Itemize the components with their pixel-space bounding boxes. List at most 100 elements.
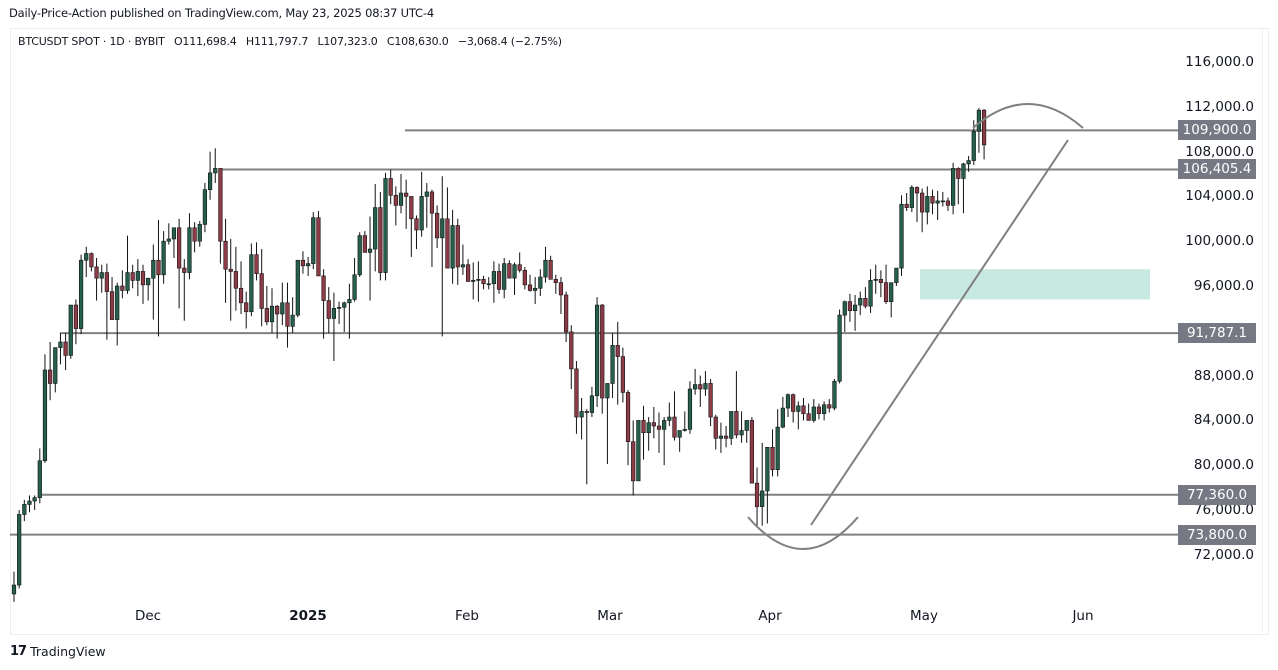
bearish-candle <box>548 259 553 280</box>
bullish-candle <box>58 341 63 348</box>
bullish-candle <box>873 278 878 281</box>
bearish-candle <box>130 272 135 281</box>
bullish-candle <box>687 388 693 430</box>
bearish-candle <box>656 425 662 430</box>
bearish-candle <box>708 383 713 418</box>
bearish-candle <box>140 271 146 286</box>
time-tick-label: Feb <box>455 608 479 624</box>
bullish-candle <box>197 224 202 242</box>
price-tick-label: 100,000.0 <box>1185 233 1254 250</box>
bullish-candle <box>739 430 744 436</box>
bullish-candle <box>646 422 651 434</box>
bullish-candle <box>780 407 785 428</box>
price-tick-label: 72,000.0 <box>1193 546 1254 563</box>
bullish-candle <box>84 253 89 261</box>
bullish-candle <box>383 178 388 273</box>
bearish-candle <box>264 308 269 323</box>
bullish-candle <box>306 263 311 267</box>
demand-zone-rect <box>920 269 1150 300</box>
bearish-candle <box>734 411 739 436</box>
bearish-candle <box>558 282 564 296</box>
symbol-label[interactable]: BTCUSDT SPOT · 1D · BYBIT <box>18 35 165 48</box>
bullish-candle <box>151 259 156 279</box>
bullish-candle <box>785 394 791 409</box>
bullish-candle <box>22 504 27 515</box>
bullish-candle <box>476 278 481 281</box>
open-value: O111,698.4 <box>173 35 237 48</box>
bearish-candle <box>435 212 440 239</box>
bearish-candle <box>641 420 646 434</box>
bullish-candle <box>357 235 362 276</box>
bearish-candle <box>218 168 223 242</box>
bearish-candle <box>945 200 951 206</box>
price-tick-label: 104,000.0 <box>1185 188 1254 205</box>
level-price-badge: 91,787.1 <box>1178 323 1256 344</box>
bullish-candle <box>367 248 373 253</box>
bearish-candle <box>920 192 925 213</box>
bullish-candle <box>213 168 218 174</box>
bearish-candle <box>455 225 460 268</box>
bearish-candle <box>378 207 383 273</box>
high-value: H111,797.7 <box>245 35 309 48</box>
tradingview-branding[interactable]: 17 TradingView <box>10 644 106 659</box>
bullish-candle <box>894 267 899 283</box>
bearish-candle <box>522 270 527 286</box>
bullish-candle <box>440 218 445 239</box>
bearish-candle <box>388 178 393 196</box>
level-price-badge: 109,900.0 <box>1178 120 1256 141</box>
bearish-candle <box>326 300 331 319</box>
bearish-candle <box>285 302 290 327</box>
price-tick-label: 80,000.0 <box>1193 457 1254 474</box>
bullish-candle <box>744 420 749 431</box>
bearish-candle <box>816 406 822 414</box>
bearish-candle <box>770 446 775 470</box>
bullish-candle <box>868 280 873 307</box>
bearish-candle <box>109 291 115 320</box>
price-tick-label: 112,000.0 <box>1185 98 1254 115</box>
bearish-candle <box>698 384 703 390</box>
bearish-candle <box>429 191 435 214</box>
bullish-candle <box>765 446 770 492</box>
bearish-candle <box>878 278 883 283</box>
bullish-candle <box>424 191 429 197</box>
bullish-candle <box>889 282 894 302</box>
bearish-candle <box>73 304 79 329</box>
bullish-candle <box>146 277 151 286</box>
bearish-candle <box>321 275 326 301</box>
time-tick-label: 2025 <box>289 608 327 624</box>
publish-attribution: Daily-Price-Action published on TradingV… <box>9 6 434 20</box>
bullish-candle <box>398 192 404 206</box>
bullish-candle <box>832 380 837 409</box>
bullish-candle <box>115 285 120 320</box>
bullish-candle <box>269 305 275 323</box>
bearish-candle <box>259 273 264 309</box>
bearish-candle <box>192 227 197 242</box>
bearish-candle <box>914 187 920 194</box>
bullish-candle <box>502 263 507 290</box>
change-value: −3,068.4 (−2.75%) <box>457 35 562 48</box>
bullish-candle <box>579 411 584 418</box>
bullish-candle <box>682 429 687 431</box>
bearish-candle <box>564 294 569 333</box>
bearish-candle <box>904 203 909 208</box>
bearish-candle <box>120 285 125 291</box>
bullish-candle <box>37 460 42 498</box>
bearish-candle <box>244 302 249 313</box>
bearish-candle <box>713 416 718 439</box>
bearish-candle <box>481 278 486 285</box>
bearish-candle <box>569 331 574 370</box>
bearish-candle <box>863 298 868 307</box>
brand-name: TradingView <box>30 644 106 659</box>
bullish-candle <box>207 172 213 190</box>
low-value: L107,323.0 <box>317 35 378 48</box>
bullish-candle <box>966 160 971 165</box>
bearish-candle <box>496 271 502 290</box>
bullish-candle <box>718 435 724 439</box>
bullish-candle <box>450 225 455 269</box>
bullish-candle <box>166 238 171 242</box>
bullish-candle <box>961 163 966 179</box>
bearish-candle <box>445 218 450 269</box>
price-tick-label: 116,000.0 <box>1185 54 1254 70</box>
bullish-candle <box>53 347 58 384</box>
